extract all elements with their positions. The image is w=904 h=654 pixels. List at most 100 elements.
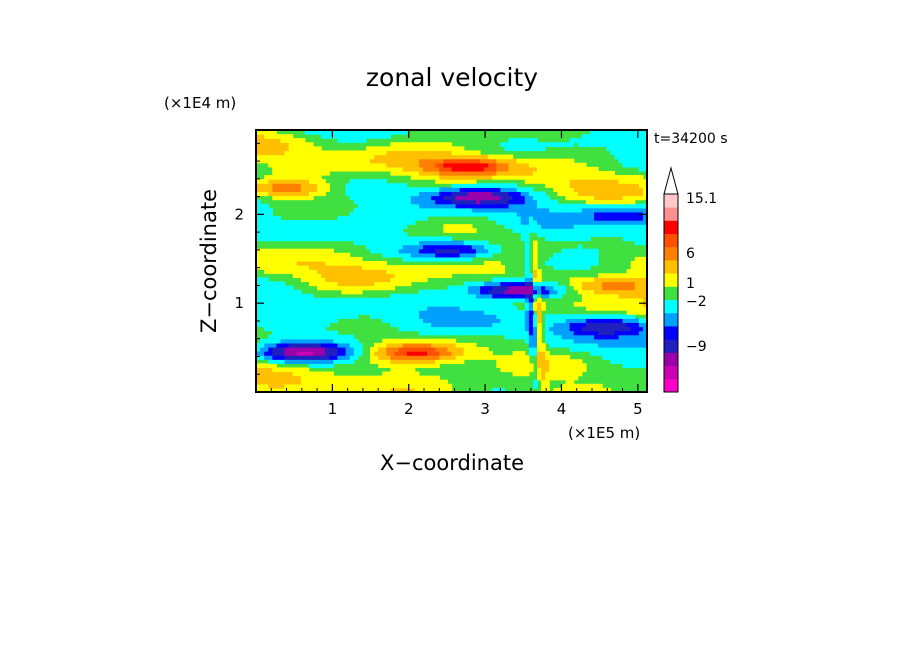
field-cell [256,252,261,258]
field-cell [602,211,607,217]
field-cell [410,297,416,303]
field-cell [394,277,400,283]
field-cell [484,248,489,254]
field-cell [264,281,269,287]
field-cell [406,359,412,364]
field-cell [504,355,510,360]
field-cell [300,379,306,385]
field-cell [394,367,400,373]
field-cell [300,195,306,201]
field-cell [427,150,432,156]
field-cell [292,158,298,164]
field-cell [475,187,481,192]
field-cell [626,146,632,152]
field-cell [594,215,599,221]
field-cell [471,170,477,176]
field-cell [296,273,302,278]
field-cell [300,310,306,315]
field-cell [410,154,416,160]
field-cell [398,371,404,377]
field-cell [512,158,518,164]
field-cell [496,215,501,221]
field-cell [325,150,330,156]
field-cell [471,179,477,184]
field-cell [394,195,400,201]
field-cell [602,387,607,392]
field-cell [475,355,481,360]
field-cell [378,387,383,392]
field-cell [427,355,432,360]
field-cell [573,203,579,209]
field-cell [622,359,628,364]
field-cell [365,301,371,307]
field-cell [390,281,396,287]
field-cell [594,252,599,258]
field-cell [573,256,579,262]
field-cell [634,162,640,168]
field-cell [410,314,416,319]
field-cell [557,179,563,184]
field-cell [264,158,269,164]
field-cell [638,289,644,295]
field-cell [268,265,273,270]
field-cell [304,367,310,373]
field-cell [349,134,355,139]
field-cell [345,261,351,266]
field-cell [292,142,298,147]
field-cell [361,199,367,205]
field-cell [439,297,444,303]
field-cell [296,367,302,373]
field-cell [353,134,359,139]
field-cell [357,236,363,242]
field-cell [626,195,632,201]
field-cell [528,363,534,369]
field-cell [300,342,306,348]
field-cell [467,240,473,246]
field-cell [345,346,351,352]
field-cell [594,330,599,336]
field-cell [463,285,469,291]
field-cell [520,355,526,360]
field-cell [292,228,298,233]
field-cell [622,289,628,295]
field-cell [447,166,453,172]
field-cell [390,248,396,254]
field-cell [435,379,440,385]
field-cell [390,215,396,221]
field-cell [361,207,367,213]
field-cell [532,383,538,389]
field-cell [553,224,558,229]
field-cell [573,363,579,369]
field-cell [581,301,587,307]
field-cell [532,146,538,152]
field-cell [565,187,571,192]
field-cell [622,154,628,160]
field-cell [480,195,485,201]
field-cell [361,191,367,197]
field-cell [414,256,420,262]
field-cell [496,297,501,303]
field-cell [427,318,432,323]
field-cell [304,359,310,364]
field-cell [447,293,453,299]
field-cell [321,383,326,389]
field-cell [585,293,591,299]
field-cell [390,379,396,385]
field-cell [598,175,603,180]
field-cell [317,162,322,168]
field-cell [418,338,424,344]
field-cell [541,387,546,392]
field-cell [386,166,391,172]
field-cell [402,318,408,323]
field-cell [435,383,440,389]
field-cell [308,293,314,299]
field-cell [455,191,461,197]
field-cell [390,375,396,381]
field-cell [414,265,420,270]
field-cell [589,207,595,213]
field-cell [349,191,355,197]
field-cell [260,387,265,392]
field-cell [577,363,583,369]
field-cell [626,187,632,192]
field-cell [268,322,273,328]
